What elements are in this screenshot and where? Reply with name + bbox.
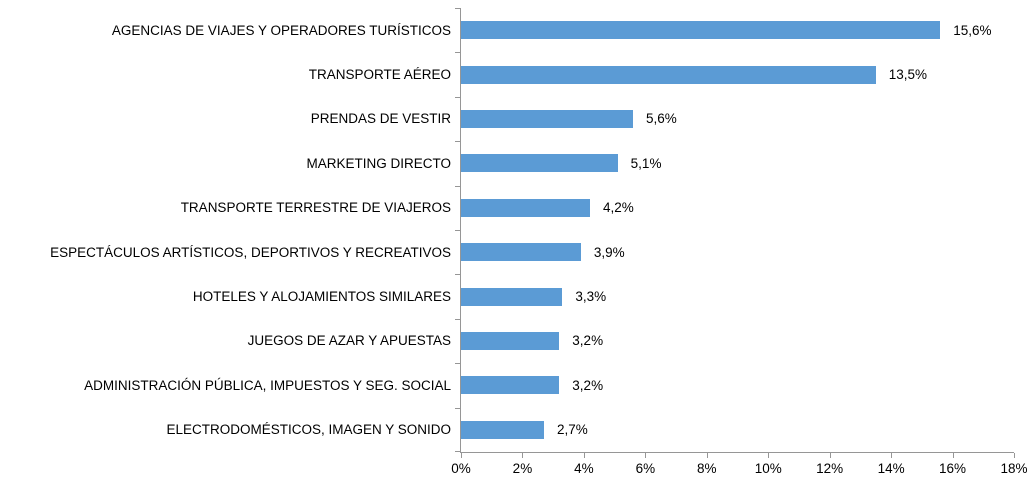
x-axis-tick-label: 18%: [1000, 461, 1028, 476]
x-axis-tick-label: 4%: [574, 461, 594, 476]
category-label: ESPECTÁCULOS ARTÍSTICOS, DEPORTIVOS Y RE…: [50, 244, 451, 260]
y-axis-tick: [455, 185, 460, 187]
horizontal-bar-chart: AGENCIAS DE VIAJES Y OPERADORES TURÍSTIC…: [0, 8, 1028, 476]
bar-row: 15,6%: [461, 8, 1014, 52]
value-label: 5,1%: [630, 155, 662, 171]
x-axis-tick-label: 12%: [816, 461, 844, 476]
bar-row: 5,1%: [461, 141, 1014, 185]
bar: [461, 109, 634, 128]
y-axis-tick: [455, 96, 460, 98]
category-label: AGENCIAS DE VIAJES Y OPERADORES TURÍSTIC…: [111, 22, 451, 38]
y-axis-tick: [455, 451, 460, 452]
y-axis-tick: [455, 141, 460, 143]
x-axis-tick: [1014, 453, 1015, 458]
category-label: ADMINISTRACIÓN PÚBLICA, IMPUESTOS Y SEG.…: [84, 377, 451, 393]
x-axis-tick: [768, 453, 770, 458]
category-label: TRANSPORTE TERRESTRE DE VIAJEROS: [180, 200, 451, 216]
bar: [461, 154, 618, 173]
y-axis-tick: [455, 274, 460, 276]
category-axis: AGENCIAS DE VIAJES Y OPERADORES TURÍSTIC…: [0, 8, 460, 453]
bar-row: 3,2%: [461, 363, 1014, 407]
value-label: 4,2%: [603, 200, 634, 216]
y-axis-tick: [455, 363, 460, 365]
x-axis-tick-label: 2%: [512, 461, 533, 476]
value-label: 2,7%: [556, 422, 588, 438]
bar: [461, 287, 563, 306]
y-axis-tick: [455, 407, 460, 409]
value-label: 3,3%: [575, 289, 607, 305]
bar-row: 3,9%: [461, 230, 1014, 274]
x-axis-tick: [706, 453, 708, 458]
value-label: 5,6%: [646, 111, 677, 127]
bar: [461, 243, 581, 262]
x-axis-tick: [583, 453, 585, 458]
category-label: HOTELES Y ALOJAMIENTOS SIMILARES: [192, 289, 451, 305]
category-label: ELECTRODOMÉSTICOS, IMAGEN Y SONIDO: [166, 422, 451, 438]
plot-area: 15,6% 13,5% 5,6% 5,1% 4,2% 3,9% 3,3% 3,2% 3,2% 2,…: [451, 8, 1028, 476]
bar: [461, 198, 591, 217]
bar-row: 2,7%: [461, 408, 1014, 452]
x-axis-tick: [522, 453, 524, 458]
value-label: 3,9%: [593, 244, 625, 260]
x-axis-tick: [461, 453, 462, 458]
value-label: 13,5%: [888, 67, 928, 83]
x-axis-tick: [829, 453, 831, 458]
bar: [461, 65, 876, 84]
x-axis-tick-label: 16%: [939, 461, 967, 476]
bar-row: 4,2%: [461, 186, 1014, 230]
x-axis-tick: [891, 453, 893, 458]
bar-row: 3,3%: [461, 274, 1014, 318]
value-label: 3,2%: [572, 377, 604, 393]
y-axis-tick: [455, 230, 460, 231]
bar-row: 3,2%: [461, 319, 1014, 363]
x-axis-tick-label: 8%: [697, 461, 717, 476]
x-axis-tick-label: 6%: [635, 461, 656, 476]
bar-row: 13,5%: [461, 52, 1014, 96]
x-axis-tick: [645, 453, 647, 458]
x-axis-tick-label: 10%: [754, 461, 782, 476]
category-label: MARKETING DIRECTO: [306, 155, 451, 171]
bar-row: 5,6%: [461, 97, 1014, 141]
y-axis-tick: [455, 318, 460, 320]
bar: [461, 420, 544, 439]
category-label: PRENDAS DE VESTIR: [310, 111, 451, 127]
bar: [461, 21, 941, 40]
x-axis-tick: [952, 453, 954, 458]
y-axis-tick: [455, 8, 460, 9]
bar: [461, 376, 560, 395]
x-axis-tick-label: 0%: [451, 461, 471, 476]
category-label: TRANSPORTE AÉREO: [308, 67, 451, 83]
x-axis-tick-label: 14%: [877, 461, 905, 476]
value-label: 15,6%: [953, 22, 992, 38]
bar: [461, 331, 560, 350]
y-axis-tick: [455, 52, 460, 54]
category-label: JUEGOS DE AZAR Y APUESTAS: [247, 333, 451, 349]
value-label: 3,2%: [572, 333, 604, 349]
